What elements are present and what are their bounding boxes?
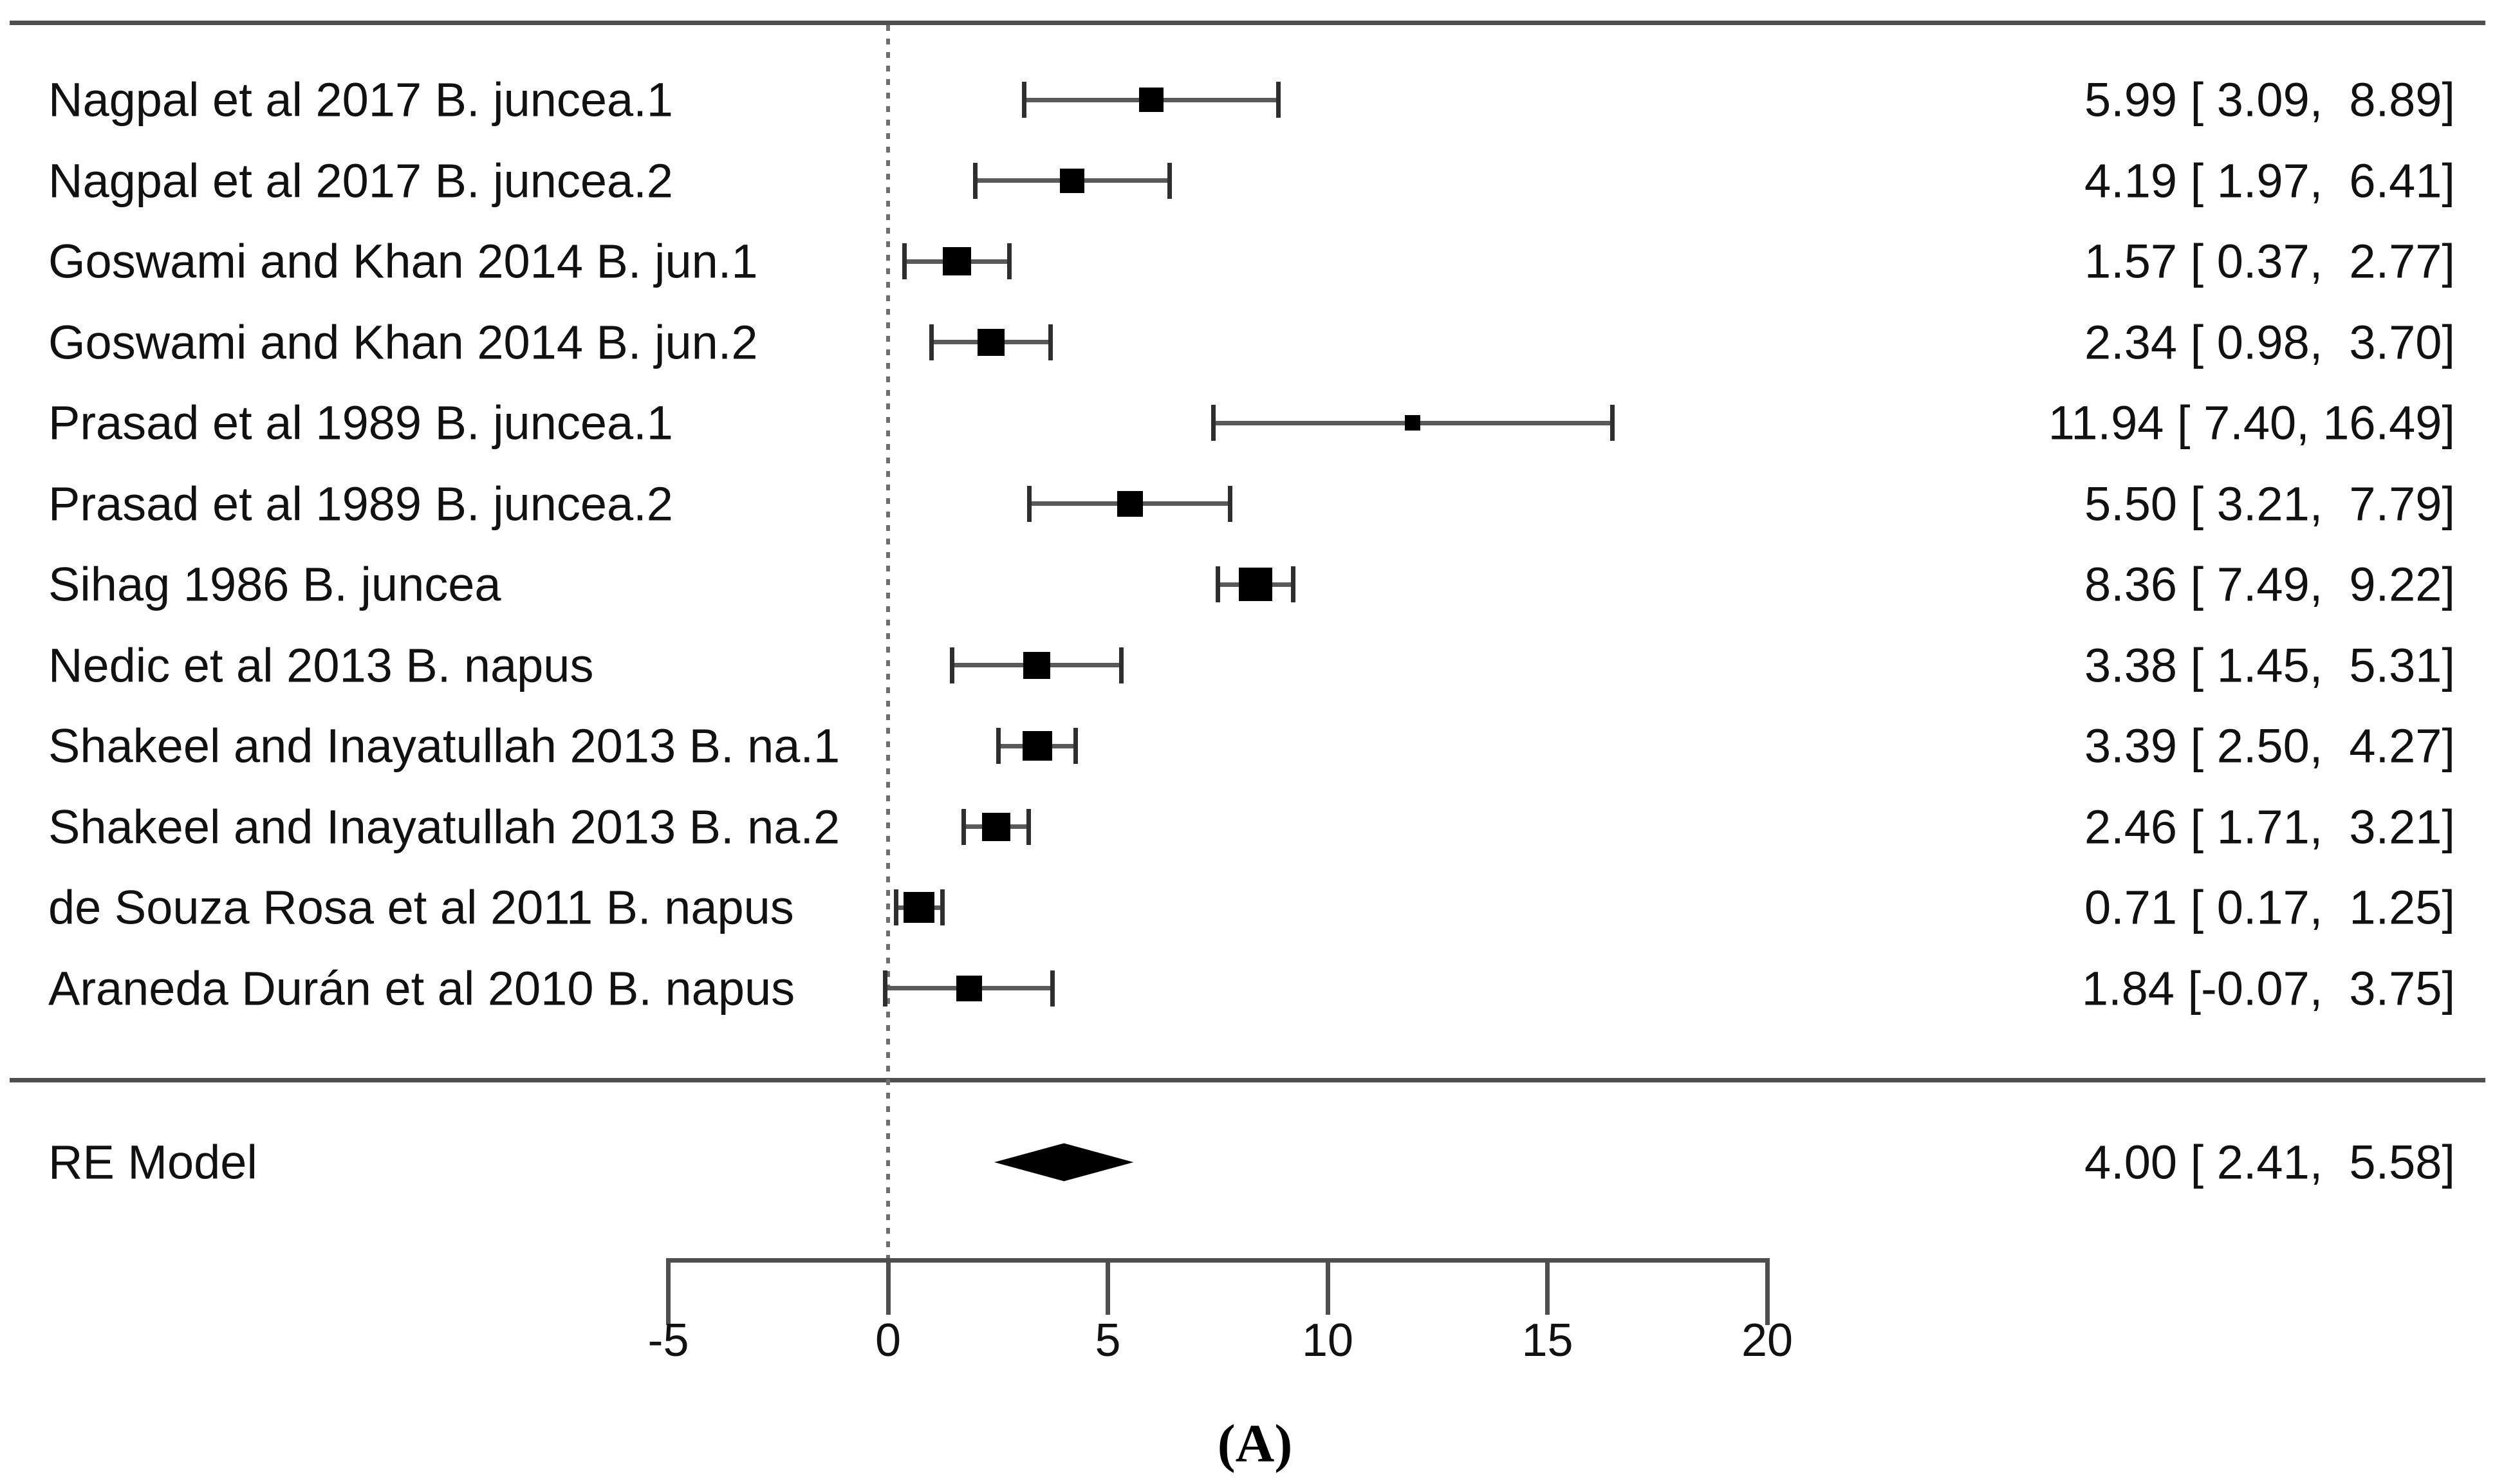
estimate-marker [1405, 415, 1421, 431]
summary-label: RE Model [48, 1135, 257, 1189]
ci-left-cap [972, 162, 978, 199]
estimate-value: 1.57 [ 0.37, 2.77] [2084, 234, 2455, 288]
estimate-marker [956, 975, 982, 1001]
estimate-value: 3.39 [ 2.50, 4.27] [2084, 719, 2455, 773]
ci-line [1027, 485, 1233, 522]
ci-left-cap [996, 728, 1001, 764]
summary-diamond-marker [994, 1143, 1134, 1182]
ci-left-cap [1211, 405, 1216, 441]
study-label: Shakeel and Inayatullah 2013 B. na.2 [48, 800, 840, 853]
study-label: Sihag 1986 B. juncea [48, 557, 501, 611]
ci-right-cap [1167, 162, 1172, 199]
ci-left-cap [950, 647, 955, 683]
estimate-marker [1023, 651, 1050, 679]
ci-right-cap [1073, 728, 1078, 764]
estimate-value: 11.94 [ 7.40, 16.49] [2048, 396, 2455, 450]
x-axis-tick [1325, 1258, 1330, 1315]
ci-right-cap [1007, 243, 1012, 279]
x-axis-tick-label: 5 [1095, 1315, 1121, 1366]
estimate-value: 2.34 [ 0.98, 3.70] [2084, 315, 2455, 369]
estimate-marker [1060, 168, 1085, 193]
x-axis-tick [1765, 1258, 1770, 1325]
ci-line [1022, 82, 1281, 118]
x-axis-tick [1545, 1258, 1550, 1315]
ci-line [1211, 405, 1615, 441]
ci-line [961, 808, 1032, 845]
x-axis-tick-label: 15 [1521, 1315, 1573, 1366]
estimate-marker [1117, 490, 1143, 517]
ci-right-cap [1228, 485, 1233, 522]
ci-right-cap [1118, 647, 1124, 683]
study-label: Prasad et al 1989 B. juncea.1 [48, 396, 673, 450]
ci-right-cap [1050, 970, 1055, 1006]
estimate-marker [982, 812, 1010, 841]
study-label: Goswami and Khan 2014 B. jun.1 [48, 234, 758, 288]
study-label: Shakeel and Inayatullah 2013 B. na.1 [48, 719, 840, 773]
ci-left-cap [1215, 566, 1220, 602]
x-axis-tick [1106, 1258, 1110, 1315]
study-label: Nedic et al 2013 B. napus [48, 638, 594, 692]
ci-left-cap [929, 324, 934, 360]
summary-estimate-value: 4.00 [ 2.41, 5.58] [2084, 1135, 2455, 1189]
ci-line [996, 728, 1078, 764]
x-axis-tick-label: 20 [1741, 1315, 1794, 1366]
x-axis-tick [886, 1258, 891, 1315]
x-axis-line [668, 1258, 1767, 1263]
ci-left-cap [961, 808, 966, 845]
separator-rule [10, 1078, 2485, 1082]
estimate-value: 1.84 [-0.07, 3.75] [2081, 961, 2455, 1015]
estimate-marker [904, 892, 935, 923]
estimate-marker [1022, 731, 1052, 761]
ci-line [893, 889, 945, 925]
ci-line [902, 243, 1012, 279]
ci-left-cap [1022, 82, 1027, 118]
ci-right-cap [1026, 808, 1032, 845]
ci-right-cap [940, 889, 945, 925]
ci-line [972, 162, 1172, 199]
ci-line [950, 647, 1124, 683]
estimate-value: 5.50 [ 3.21, 7.79] [2084, 477, 2455, 530]
x-axis-tick-label: -5 [647, 1315, 689, 1366]
study-label: Araneda Durán et al 2010 B. napus [48, 961, 795, 1015]
x-axis-tick-label: 10 [1301, 1315, 1354, 1366]
study-label: Nagpal et al 2017 B. juncea.2 [48, 154, 673, 207]
estimate-marker [977, 328, 1005, 356]
estimate-marker [1139, 88, 1164, 112]
study-label: Prasad et al 1989 B. juncea.2 [48, 477, 673, 530]
ci-left-cap [902, 243, 907, 279]
x-axis-tick-label: 0 [875, 1315, 902, 1366]
top-rule [10, 21, 2485, 25]
estimate-marker [1238, 568, 1272, 601]
ci-right-cap [1048, 324, 1053, 360]
ci-right-cap [1290, 566, 1295, 602]
estimate-value: 3.38 [ 1.45, 5.31] [2084, 638, 2455, 692]
estimate-value: 8.36 [ 7.49, 9.22] [2084, 557, 2455, 611]
ci-left-cap [893, 889, 898, 925]
ci-right-cap [1276, 82, 1281, 118]
ci-left-cap [883, 970, 888, 1006]
study-label: Nagpal et al 2017 B. juncea.1 [48, 73, 673, 127]
ci-line [929, 324, 1053, 360]
ci-right-cap [1610, 405, 1615, 441]
estimate-value: 2.46 [ 1.71, 3.21] [2084, 800, 2455, 853]
study-label: de Souza Rosa et al 2011 B. napus [48, 880, 794, 934]
zero-reference-line [886, 25, 890, 1258]
estimate-value: 5.99 [ 3.09, 8.89] [2084, 73, 2455, 127]
ci-left-cap [1027, 485, 1032, 522]
estimate-value: 0.71 [ 0.17, 1.25] [2084, 880, 2455, 934]
study-label: Goswami and Khan 2014 B. jun.2 [48, 315, 758, 369]
estimate-marker [943, 247, 972, 275]
panel-label: (A) [1217, 1414, 1293, 1474]
ci-line [1215, 566, 1295, 602]
estimate-value: 4.19 [ 1.97, 6.41] [2084, 154, 2455, 207]
x-axis-tick [666, 1258, 671, 1325]
ci-line [883, 970, 1055, 1006]
